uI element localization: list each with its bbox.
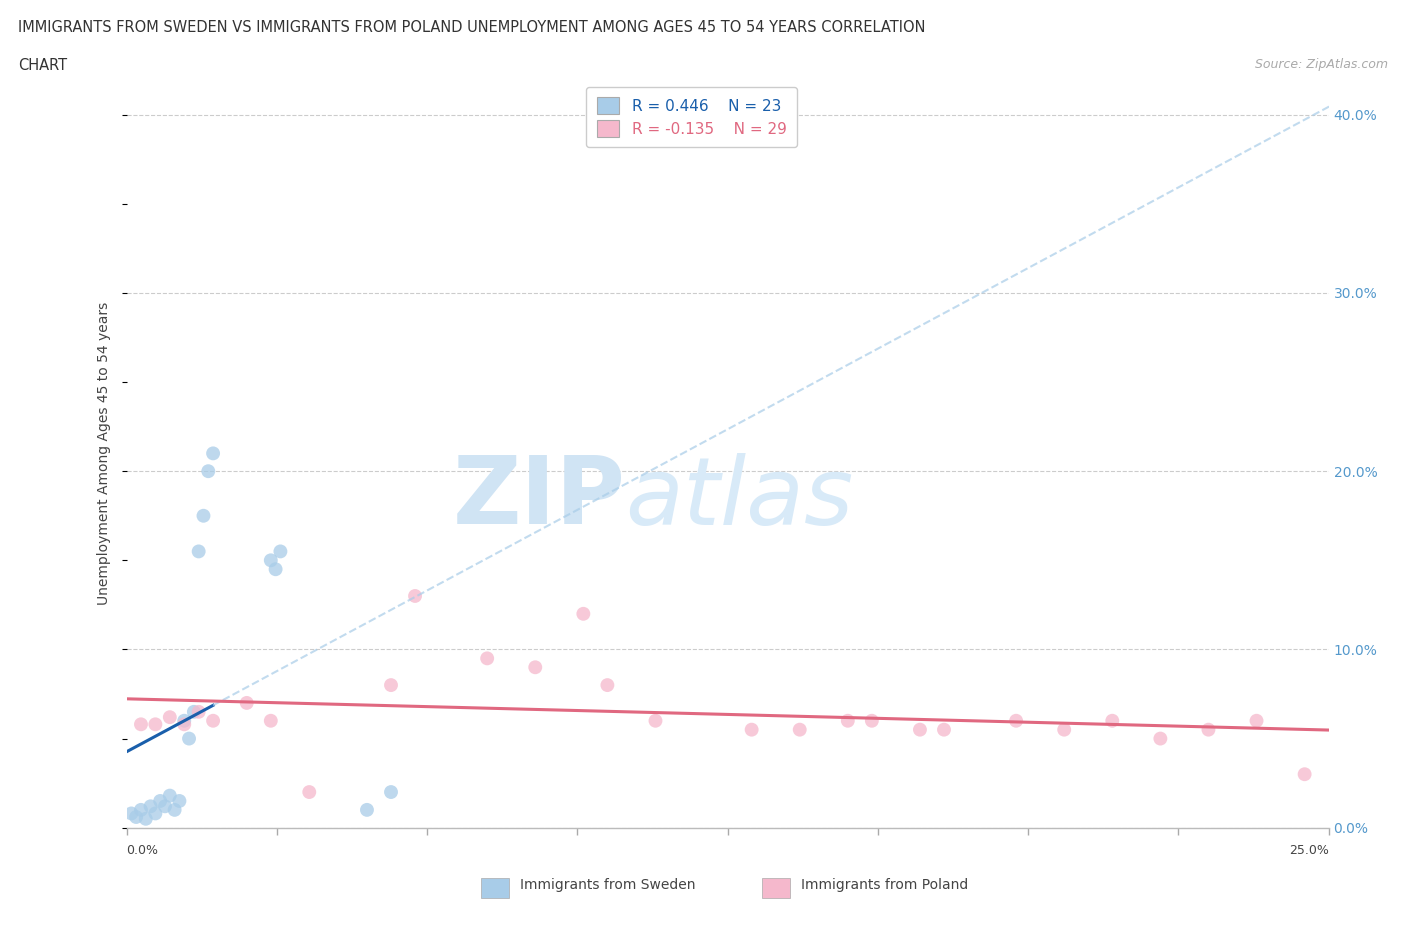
- Point: [269, 544, 291, 559]
- Point: [404, 589, 426, 604]
- Point: [644, 713, 666, 728]
- Point: [1197, 723, 1219, 737]
- Point: [475, 651, 498, 666]
- Text: CHART: CHART: [18, 58, 67, 73]
- Text: atlas: atlas: [626, 453, 853, 544]
- Point: [173, 717, 195, 732]
- Point: [149, 793, 172, 808]
- Text: Immigrants from Sweden: Immigrants from Sweden: [520, 878, 696, 893]
- Point: [380, 678, 402, 693]
- Point: [298, 785, 321, 800]
- Point: [1294, 766, 1316, 781]
- Point: [260, 552, 283, 567]
- Point: [139, 799, 162, 814]
- Point: [187, 544, 209, 559]
- Point: [153, 799, 176, 814]
- Point: [197, 464, 219, 479]
- Point: [120, 806, 142, 821]
- Text: Source: ZipAtlas.com: Source: ZipAtlas.com: [1254, 58, 1388, 71]
- Point: [908, 723, 931, 737]
- Point: [183, 704, 205, 719]
- Point: [860, 713, 883, 728]
- Point: [159, 710, 181, 724]
- Point: [524, 660, 547, 675]
- Point: [572, 606, 595, 621]
- Point: [932, 723, 955, 737]
- Point: [789, 723, 811, 737]
- Point: [169, 793, 191, 808]
- Y-axis label: Unemployment Among Ages 45 to 54 years: Unemployment Among Ages 45 to 54 years: [97, 301, 111, 605]
- Point: [129, 803, 152, 817]
- Point: [380, 785, 402, 800]
- Point: [202, 446, 225, 461]
- Point: [159, 789, 181, 804]
- Point: [837, 713, 859, 728]
- Legend: R = 0.446    N = 23, R = -0.135    N = 29: R = 0.446 N = 23, R = -0.135 N = 29: [586, 86, 797, 148]
- Point: [1149, 731, 1171, 746]
- Point: [596, 678, 619, 693]
- Text: 25.0%: 25.0%: [1289, 844, 1329, 857]
- Point: [145, 717, 167, 732]
- Point: [260, 713, 283, 728]
- Point: [193, 509, 215, 524]
- Point: [125, 809, 148, 825]
- Point: [163, 803, 186, 817]
- Point: [202, 713, 225, 728]
- Point: [1005, 713, 1028, 728]
- Text: Immigrants from Poland: Immigrants from Poland: [801, 878, 969, 893]
- Point: [177, 731, 200, 746]
- Point: [741, 723, 763, 737]
- Text: IMMIGRANTS FROM SWEDEN VS IMMIGRANTS FROM POLAND UNEMPLOYMENT AMONG AGES 45 TO 5: IMMIGRANTS FROM SWEDEN VS IMMIGRANTS FRO…: [18, 20, 925, 35]
- Text: ZIP: ZIP: [453, 452, 626, 544]
- Point: [264, 562, 287, 577]
- Point: [173, 713, 195, 728]
- Point: [135, 811, 157, 826]
- Point: [1053, 723, 1076, 737]
- Point: [187, 704, 209, 719]
- Point: [1246, 713, 1268, 728]
- Point: [129, 717, 152, 732]
- Point: [235, 696, 259, 711]
- Text: 0.0%: 0.0%: [127, 844, 159, 857]
- Point: [1101, 713, 1123, 728]
- Point: [356, 803, 378, 817]
- Point: [145, 806, 167, 821]
